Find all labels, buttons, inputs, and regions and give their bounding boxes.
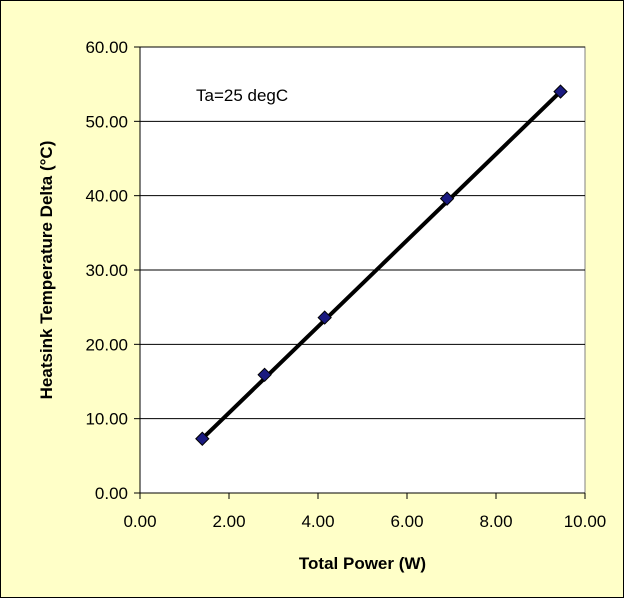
x-tick-label-3: 6.00 (390, 512, 423, 531)
axes (134, 46, 586, 499)
x-tick-label-0: 0.00 (123, 512, 156, 531)
y-axis-title: Heatsink Temperature Delta (°C) (37, 141, 56, 400)
y-tick-label-5: 50.00 (85, 112, 128, 131)
annotation-label: Ta=25 degC (196, 86, 288, 105)
trendline (200, 89, 563, 441)
x-tick-label-4: 8.00 (479, 512, 512, 531)
x-axis-title: Total Power (W) (299, 554, 426, 573)
y-tick-labels: 0.00 10.00 20.00 30.00 40.00 50.00 60.00 (85, 38, 128, 503)
x-tick-label-1: 2.00 (212, 512, 245, 531)
y-tick-label-3: 30.00 (85, 261, 128, 280)
x-tick-label-5: 10.00 (564, 512, 607, 531)
y-tick-label-2: 20.00 (85, 335, 128, 354)
data-point-4 (553, 84, 568, 99)
y-tick-label-4: 40.00 (85, 187, 128, 206)
data-point-1 (257, 367, 272, 383)
grid-lines (140, 46, 585, 420)
trendline-group (200, 89, 563, 441)
data-points (195, 84, 568, 446)
y-tick-label-6: 60.00 (85, 38, 128, 57)
x-tick-label-2: 4.00 (301, 512, 334, 531)
data-point-2 (317, 310, 332, 325)
y-tick-label-0: 0.00 (95, 484, 128, 503)
y-tick-label-1: 10.00 (85, 410, 128, 429)
x-tick-labels: 0.00 2.00 4.00 6.00 8.00 10.00 (123, 512, 606, 531)
data-point-0 (195, 431, 210, 446)
data-point-3 (439, 191, 455, 206)
